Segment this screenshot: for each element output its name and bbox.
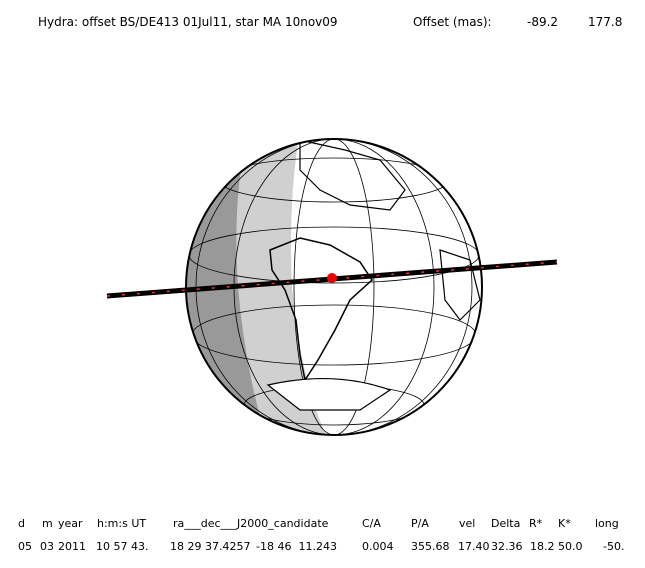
cell: 17.40 (458, 540, 490, 553)
offset-label: Offset (mas): (413, 15, 492, 29)
column-header: d (18, 517, 25, 530)
cell: 2011 (58, 540, 86, 553)
cell: -50. (603, 540, 624, 553)
data-row: 05 03 2011 10 57 43. 18 29 37.4257 -18 4… (18, 540, 624, 553)
occultation-path (106, 259, 558, 299)
column-header: C/A (362, 517, 381, 530)
column-header: R* (529, 517, 543, 530)
column-header: m (42, 517, 53, 530)
column-header: Delta (491, 517, 520, 530)
cell: 355.68 (411, 540, 450, 553)
cell: -18 46 11.243 (256, 540, 337, 553)
cell: 18.2 (530, 540, 555, 553)
column-header: ra___dec___J2000_candidate (173, 517, 329, 530)
cell: 50.0 (558, 540, 583, 553)
cell: 32.36 (491, 540, 523, 553)
cell: 18 29 37.4257 (170, 540, 250, 553)
column-header: P/A (411, 517, 429, 530)
offset-x: -89.2 (527, 15, 558, 29)
cell: 03 (40, 540, 54, 553)
cell: 0.004 (362, 540, 394, 553)
column-header: vel (459, 517, 475, 530)
title: Hydra: offset BS/DE413 01Jul11, star MA … (38, 15, 338, 29)
column-header: h:m:s UT (97, 517, 146, 530)
cell: 10 57 43. (96, 540, 148, 553)
header-row: d m year h:m:s UT ra___dec___J2000_candi… (18, 517, 619, 530)
cell: 05 (18, 540, 32, 553)
column-header: long (595, 517, 619, 530)
column-header: year (58, 517, 83, 530)
column-header: K* (558, 517, 571, 530)
offset-y: 177.8 (588, 15, 622, 29)
